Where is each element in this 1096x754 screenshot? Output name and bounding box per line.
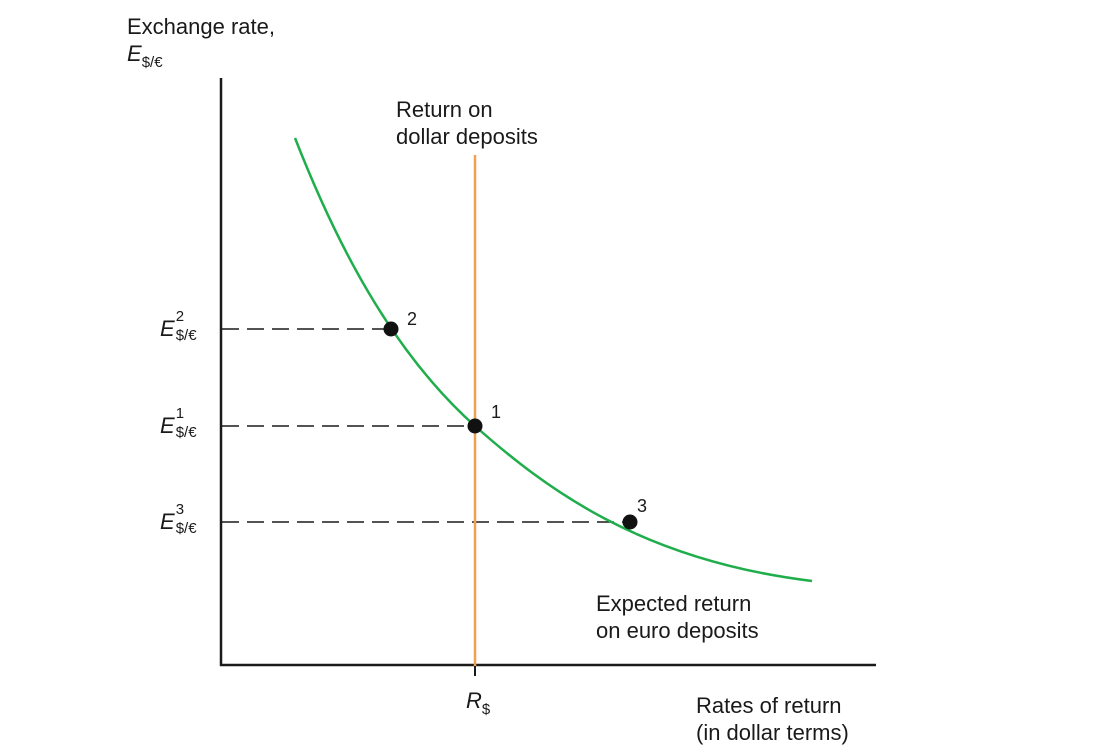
x-axis-title-1: Rates of return xyxy=(696,693,842,718)
point-1 xyxy=(467,418,483,434)
y-axis-title-text: Exchange rate, xyxy=(127,14,275,39)
level-e3-sub: $/€ xyxy=(175,520,197,537)
level-e3-sup: 3 xyxy=(175,501,185,518)
x-tick-sub: $ xyxy=(481,701,491,718)
level-e3-symbol: E xyxy=(160,509,175,534)
x-tick-label: R$ xyxy=(466,688,490,723)
level-e2-sub: $/€ xyxy=(175,327,197,344)
point-label-1: 1 xyxy=(491,402,502,422)
dollar-line-label-2: dollar deposits xyxy=(396,124,538,149)
euro-curve-label-2: on euro deposits xyxy=(596,618,759,643)
x-axis-title-2: (in dollar terms) xyxy=(696,720,849,745)
euro-return-curve xyxy=(293,137,813,583)
level-label-e2: E 2 $/€ xyxy=(160,309,205,344)
level-label-e1: E 1 $/€ xyxy=(160,406,205,441)
point-3 xyxy=(622,514,638,530)
x-tick-symbol: R xyxy=(466,688,482,713)
dollar-line-label-1: Return on xyxy=(396,97,493,122)
point-label-2: 2 xyxy=(407,309,418,329)
level-e1-symbol: E xyxy=(160,413,175,438)
point-2 xyxy=(383,321,399,337)
y-axis-symbol: E$/€ xyxy=(127,41,163,76)
level-label-e3: E 3 $/€ xyxy=(160,502,205,537)
euro-curve-label-1: Expected return xyxy=(596,591,752,616)
x-axis-title: Rates of return (in dollar terms) xyxy=(696,692,849,746)
y-axis-title: Exchange rate, xyxy=(127,14,275,40)
level-e2-symbol: E xyxy=(160,316,175,341)
y-axis-symbol-e: E xyxy=(127,41,142,66)
level-e2-sup: 2 xyxy=(175,308,185,325)
point-label-3: 3 xyxy=(637,496,648,516)
level-e1-sup: 1 xyxy=(175,405,185,422)
level-e1-sub: $/€ xyxy=(175,424,197,441)
dollar-line-label: Return on dollar deposits xyxy=(396,96,538,150)
euro-curve-label: Expected return on euro deposits xyxy=(596,590,759,644)
y-axis-symbol-sub: $/€ xyxy=(141,54,163,71)
